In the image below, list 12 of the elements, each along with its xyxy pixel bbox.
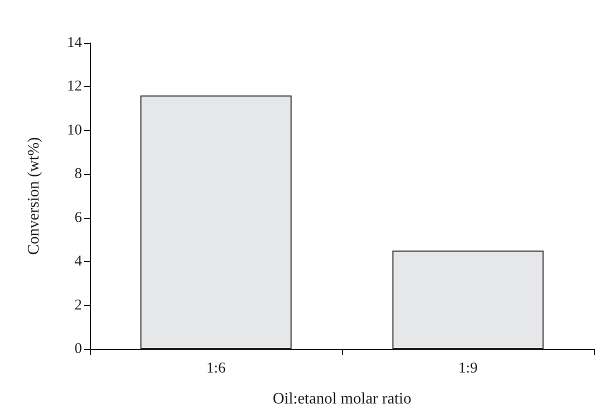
y-tick-label: 10 <box>67 122 82 138</box>
x-tick-label: 1:6 <box>206 360 226 376</box>
y-tick-label: 14 <box>67 35 82 51</box>
y-tick-label: 2 <box>74 297 82 314</box>
y-tick-label: 6 <box>74 210 82 226</box>
x-tick-label: 1:9 <box>458 360 478 376</box>
y-tick-label: 4 <box>74 254 82 270</box>
y-tick-label: 12 <box>67 78 82 95</box>
x-axis-title: Oil:etanol molar ratio <box>272 390 412 408</box>
y-tick-label: 0 <box>74 341 82 357</box>
y-axis-title: Conversion (wt%) <box>26 137 42 255</box>
y-tick-label: 8 <box>74 166 82 182</box>
